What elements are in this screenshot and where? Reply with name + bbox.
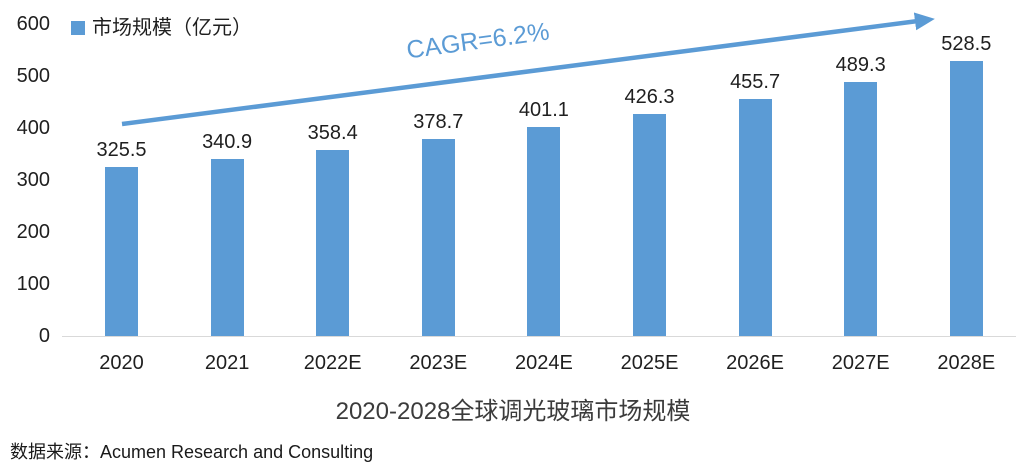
data-label-2023E: 378.7 [413,111,464,134]
y-axis-tick-label: 200 [16,221,50,243]
data-label-2021: 340.9 [202,130,253,153]
bar-2028E [949,61,983,336]
bar-2026E [738,99,772,336]
cagr-annotation: CAGR=6.2% [404,17,552,65]
x-axis-label-2028E: 2028E [937,352,996,374]
legend-marker [71,21,85,35]
legend: 市场规模（亿元） [71,17,252,39]
y-axis-tick-label: 400 [16,117,50,139]
x-axis-line [62,336,1016,337]
x-axis-label-2026E: 2026E [726,352,785,374]
bar-2023E [421,139,455,336]
chart-title: 2020-2028全球调光玻璃市场规模 [335,398,691,425]
x-axis-label-2025E: 2025E [620,352,679,374]
data-label-2026E: 455.7 [730,71,781,94]
bar-2024E [527,127,561,336]
data-label-2028E: 528.5 [941,33,992,56]
data-label-2020: 325.5 [96,138,147,161]
y-axis-tick-label: 300 [16,169,50,191]
x-axis-label-2023E: 2023E [409,352,468,374]
data-label-2024E: 401.1 [518,99,569,122]
bar-2025E [633,114,666,336]
data-label-2022E: 358.4 [307,121,358,144]
x-axis-label-2024E: 2024E [514,352,573,374]
bar-2027E [844,81,878,336]
x-axis-label-2020: 2020 [99,352,144,374]
bar-2022E [316,149,350,336]
x-axis-label-2027E: 2027E [831,352,890,374]
data-label-2025E: 426.3 [624,86,675,109]
data-source: 数据来源：Acumen Research and Consulting [10,442,374,462]
y-axis-tick-label: 600 [16,13,50,35]
x-axis-label-2022E: 2022E [303,352,362,374]
y-axis-tick-label: 500 [16,65,50,87]
bar-2021 [210,158,244,336]
bar-2020 [105,166,138,336]
y-axis-tick-label: 0 [38,325,50,347]
x-axis-label-2021: 2021 [204,352,250,374]
data-label-2027E: 489.3 [835,53,886,76]
legend-label: 市场规模（亿元） [92,17,252,39]
y-axis-tick-label: 100 [16,273,50,295]
